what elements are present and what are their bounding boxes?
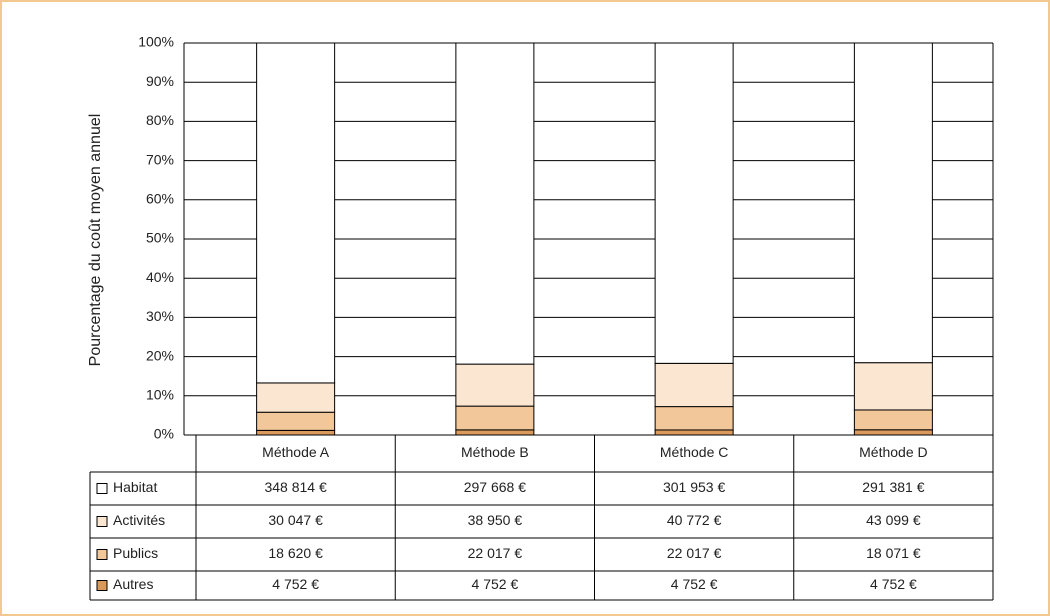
bar-segment — [853, 429, 933, 436]
table-value: 18 071 € — [866, 545, 921, 561]
table-value: 40 772 € — [667, 512, 722, 528]
bar-segment — [853, 409, 933, 431]
bar-segment — [853, 362, 933, 411]
y-axis-label: Pourcentage du coût moyen annuel — [87, 114, 104, 367]
table-value: 301 953 € — [663, 479, 725, 495]
bar-segment — [256, 429, 336, 436]
y-tick-label: 30% — [146, 308, 174, 324]
y-tick-label: 80% — [146, 112, 174, 128]
bar-segment — [256, 382, 336, 413]
y-tick-label: 20% — [146, 347, 174, 363]
table-value: 38 950 € — [468, 512, 523, 528]
legend-swatch — [96, 549, 108, 560]
table-value: 297 668 € — [464, 479, 526, 495]
bar-segment — [455, 405, 535, 431]
legend-swatch — [96, 516, 108, 527]
table-value: 4 752 € — [472, 576, 519, 592]
bar-segment — [654, 406, 734, 431]
bar-segment — [455, 42, 535, 365]
table-value: 348 814 € — [264, 479, 326, 495]
bar-segment — [256, 411, 336, 431]
y-tick-label: 50% — [146, 230, 174, 246]
legend-swatch — [96, 483, 108, 494]
bar-segment — [654, 362, 734, 408]
table-value: 291 381 € — [862, 479, 924, 495]
y-tick-label: 40% — [146, 269, 174, 285]
bar-segment — [455, 429, 535, 436]
x-tick-label: Méthode B — [461, 444, 529, 460]
y-tick-label: 90% — [146, 73, 174, 89]
y-tick-label: 10% — [146, 387, 174, 403]
bar-segment — [455, 363, 535, 407]
y-tick-label: 0% — [154, 426, 174, 442]
y-tick-label: 100% — [138, 34, 174, 50]
x-tick-label: Méthode D — [859, 444, 927, 460]
table-value: 4 752 € — [870, 576, 917, 592]
y-tick-label: 70% — [146, 151, 174, 167]
legend-label: Publics — [113, 545, 158, 561]
table-value: 18 620 € — [268, 545, 323, 561]
bar-segment — [256, 42, 336, 384]
table-value: 22 017 € — [468, 545, 523, 561]
legend-label: Autres — [113, 576, 153, 592]
bar-segment — [654, 429, 734, 436]
x-tick-label: Méthode A — [262, 444, 330, 460]
table-value: 4 752 € — [272, 576, 319, 592]
x-tick-label: Méthode C — [660, 444, 728, 460]
legend-swatch — [96, 580, 108, 591]
table-value: 30 047 € — [268, 512, 323, 528]
table-value: 4 752 € — [671, 576, 718, 592]
y-tick-label: 60% — [146, 191, 174, 207]
legend-label: Habitat — [113, 479, 157, 495]
bar-segment — [853, 42, 933, 364]
table-value: 43 099 € — [866, 512, 921, 528]
table-value: 22 017 € — [667, 545, 722, 561]
bar-segment — [654, 42, 734, 364]
legend-label: Activités — [113, 512, 165, 528]
